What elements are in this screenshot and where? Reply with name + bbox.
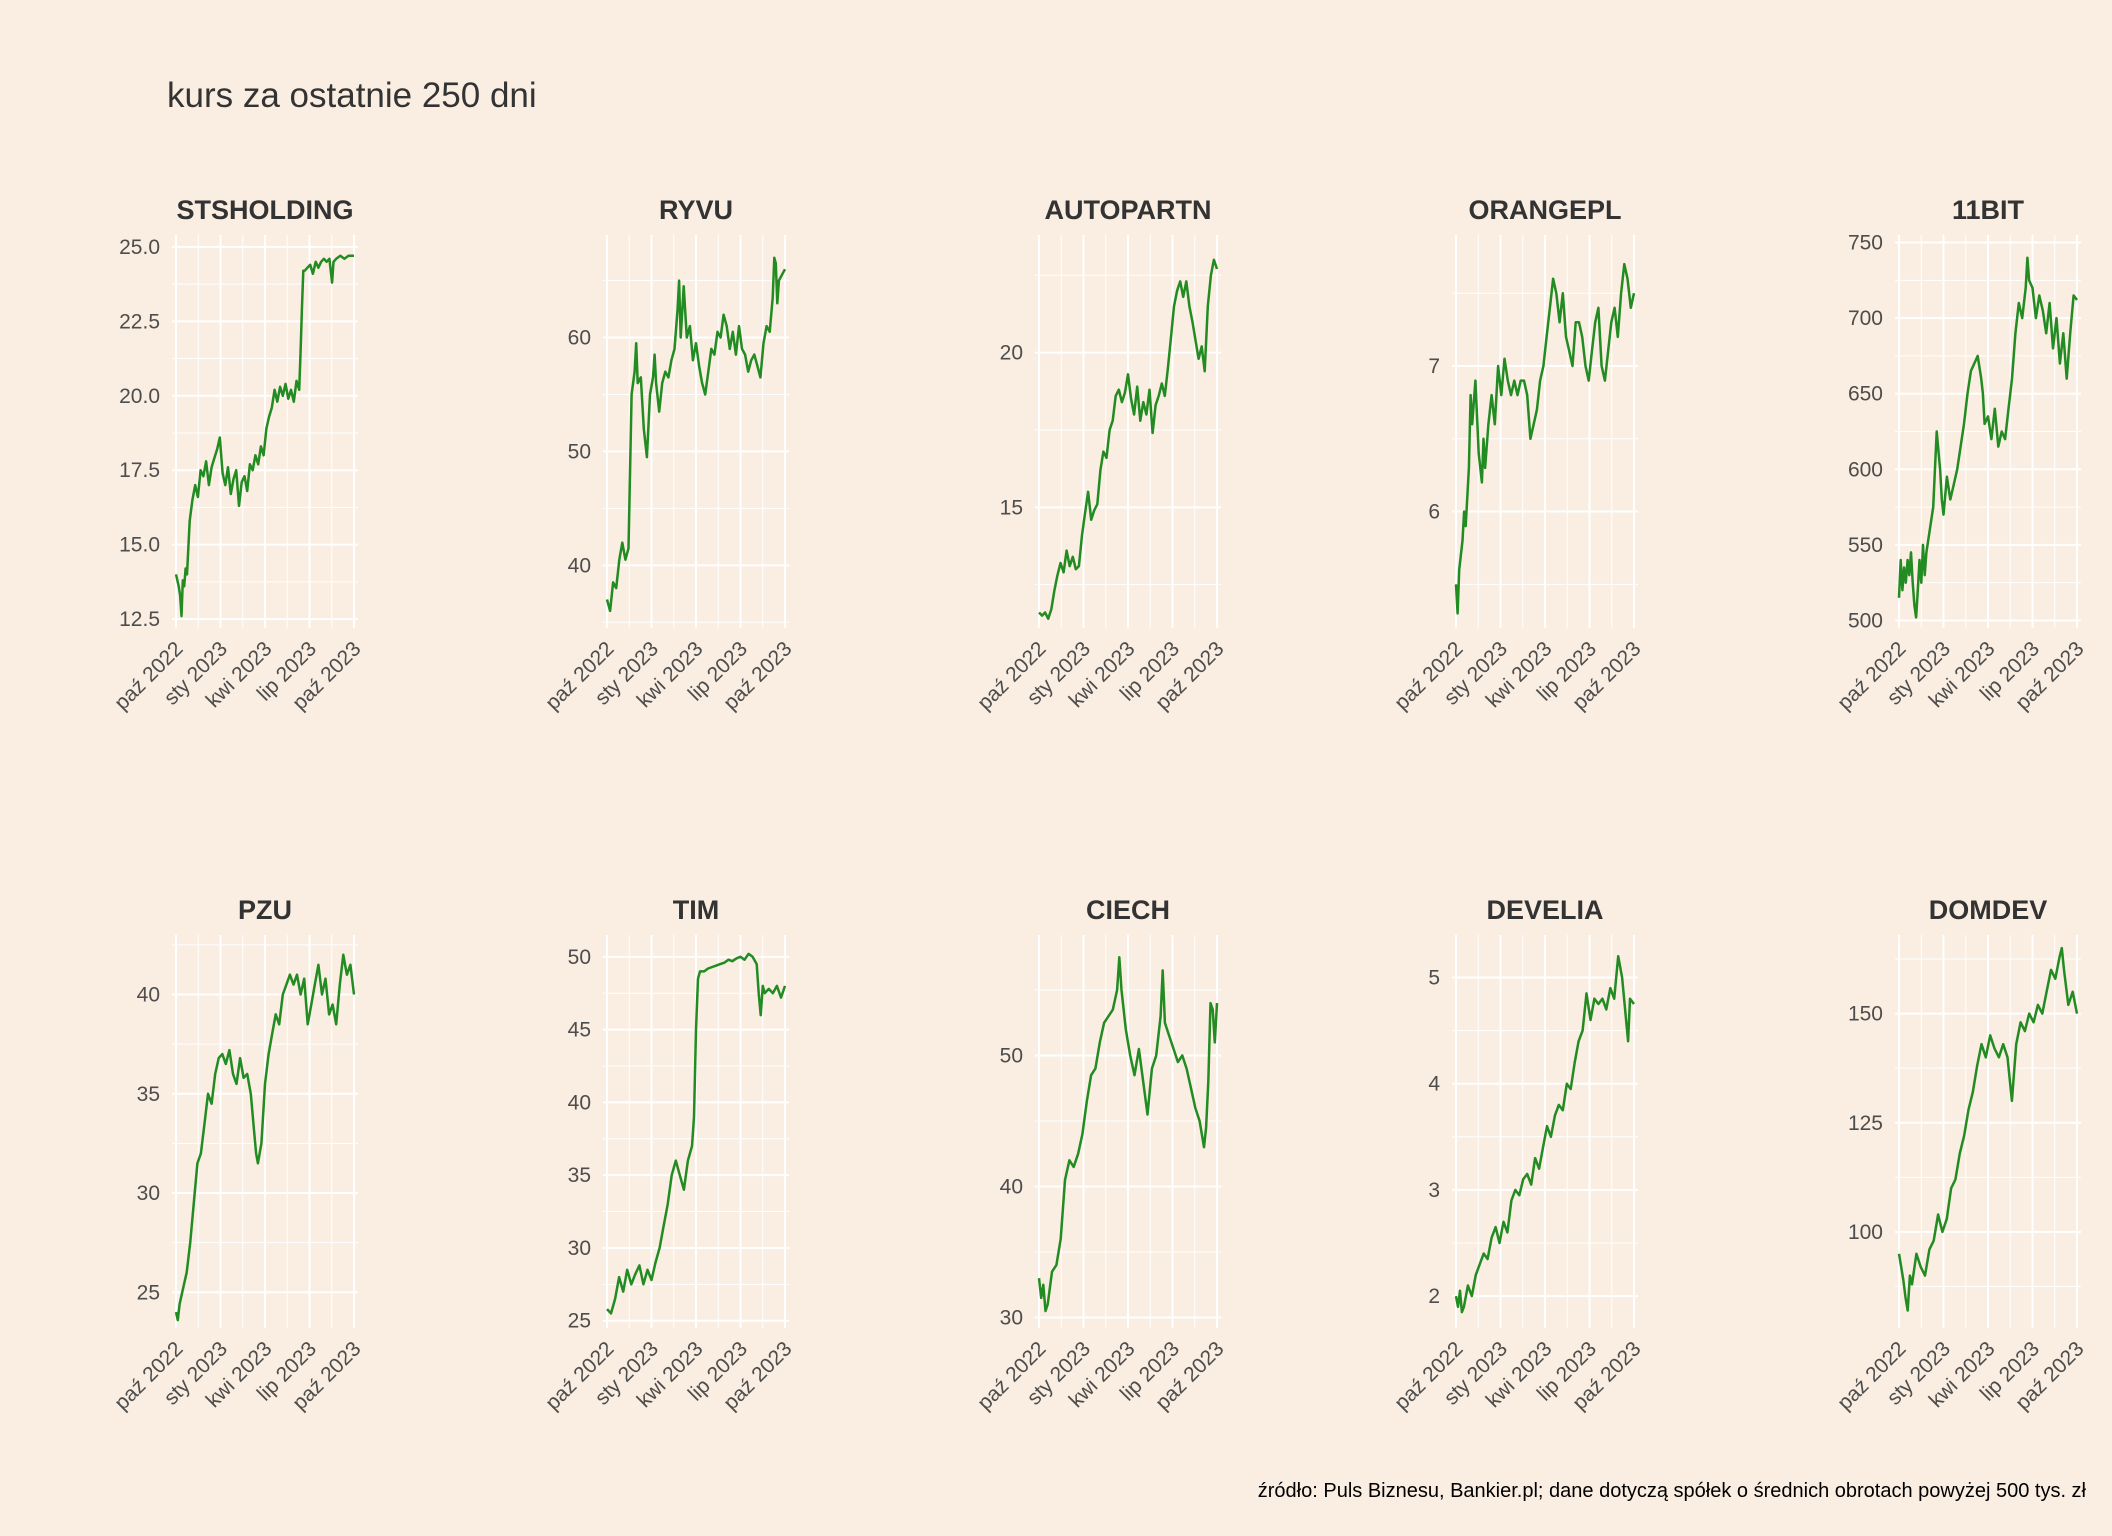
source-caption: źródło: Puls Biznesu, Bankier.pl; dane d… [1257, 1480, 2086, 1502]
y-tick-label: 40 [568, 554, 591, 577]
y-tick-label: 40 [568, 1091, 591, 1114]
y-tick-label: 750 [1848, 232, 1883, 255]
y-tick-label: 40 [1000, 1176, 1023, 1199]
y-tick-label: 22.5 [119, 310, 160, 333]
y-tick-label: 25 [568, 1310, 591, 1333]
chart-title: kurs za ostatnie 250 dni [167, 76, 537, 115]
y-tick-label: 650 [1848, 383, 1883, 406]
panel-title: TIM [673, 895, 720, 925]
y-tick-label: 50 [1000, 1045, 1023, 1068]
y-tick-label: 60 [568, 327, 591, 350]
panel-title: AUTOPARTN [1045, 195, 1212, 225]
y-tick-label: 15.0 [119, 534, 160, 557]
y-tick-label: 150 [1848, 1003, 1883, 1026]
panel-title: PZU [238, 895, 292, 925]
y-tick-label: 40 [137, 984, 160, 1007]
price-line [1897, 946, 2079, 1312]
y-tick-label: 25 [137, 1281, 160, 1304]
y-tick-label: 45 [568, 1019, 591, 1042]
y-tick-label: 500 [1848, 609, 1883, 632]
y-tick-label: 6 [1428, 501, 1440, 524]
y-tick-label: 4 [1428, 1073, 1440, 1096]
y-tick-label: 30 [137, 1182, 160, 1205]
y-tick-label: 2 [1428, 1285, 1440, 1308]
y-tick-label: 35 [137, 1083, 160, 1106]
y-tick-label: 7 [1428, 355, 1440, 378]
price-line [174, 953, 356, 1322]
y-tick-label: 35 [568, 1164, 591, 1187]
y-tick-label: 100 [1848, 1221, 1883, 1244]
price-line [606, 952, 787, 1315]
price-line [1897, 256, 2078, 619]
y-tick-label: 30 [568, 1237, 591, 1260]
panel-title: DEVELIA [1486, 895, 1603, 925]
panel-title: 11BIT [1952, 195, 2025, 225]
y-tick-label: 20.0 [119, 385, 160, 408]
y-tick-label: 3 [1428, 1179, 1440, 1202]
price-line [174, 254, 354, 618]
price-line [1454, 954, 1635, 1314]
panel-title: DOMDEV [1929, 895, 2048, 925]
y-tick-label: 50 [568, 440, 591, 463]
panel-title: STSHOLDING [176, 195, 353, 225]
panel-title: RYVU [659, 195, 733, 225]
y-tick-label: 550 [1848, 534, 1883, 557]
y-tick-label: 25.0 [119, 236, 160, 259]
y-tick-label: 5 [1428, 966, 1440, 989]
y-tick-label: 700 [1848, 307, 1883, 330]
y-tick-label: 20 [1000, 342, 1023, 365]
price-line [605, 256, 787, 613]
panel-title: ORANGEPL [1468, 195, 1621, 225]
y-tick-label: 12.5 [119, 608, 160, 631]
y-tick-label: 30 [1000, 1307, 1023, 1330]
y-tick-label: 125 [1848, 1112, 1883, 1135]
y-tick-label: 50 [568, 946, 591, 969]
y-tick-label: 600 [1848, 458, 1883, 481]
panel-title: CIECH [1086, 895, 1170, 925]
y-tick-label: 15 [1000, 496, 1023, 519]
price-line [1454, 262, 1636, 615]
y-tick-label: 17.5 [119, 459, 160, 482]
price-line [1037, 956, 1219, 1313]
price-line [1038, 258, 1219, 620]
